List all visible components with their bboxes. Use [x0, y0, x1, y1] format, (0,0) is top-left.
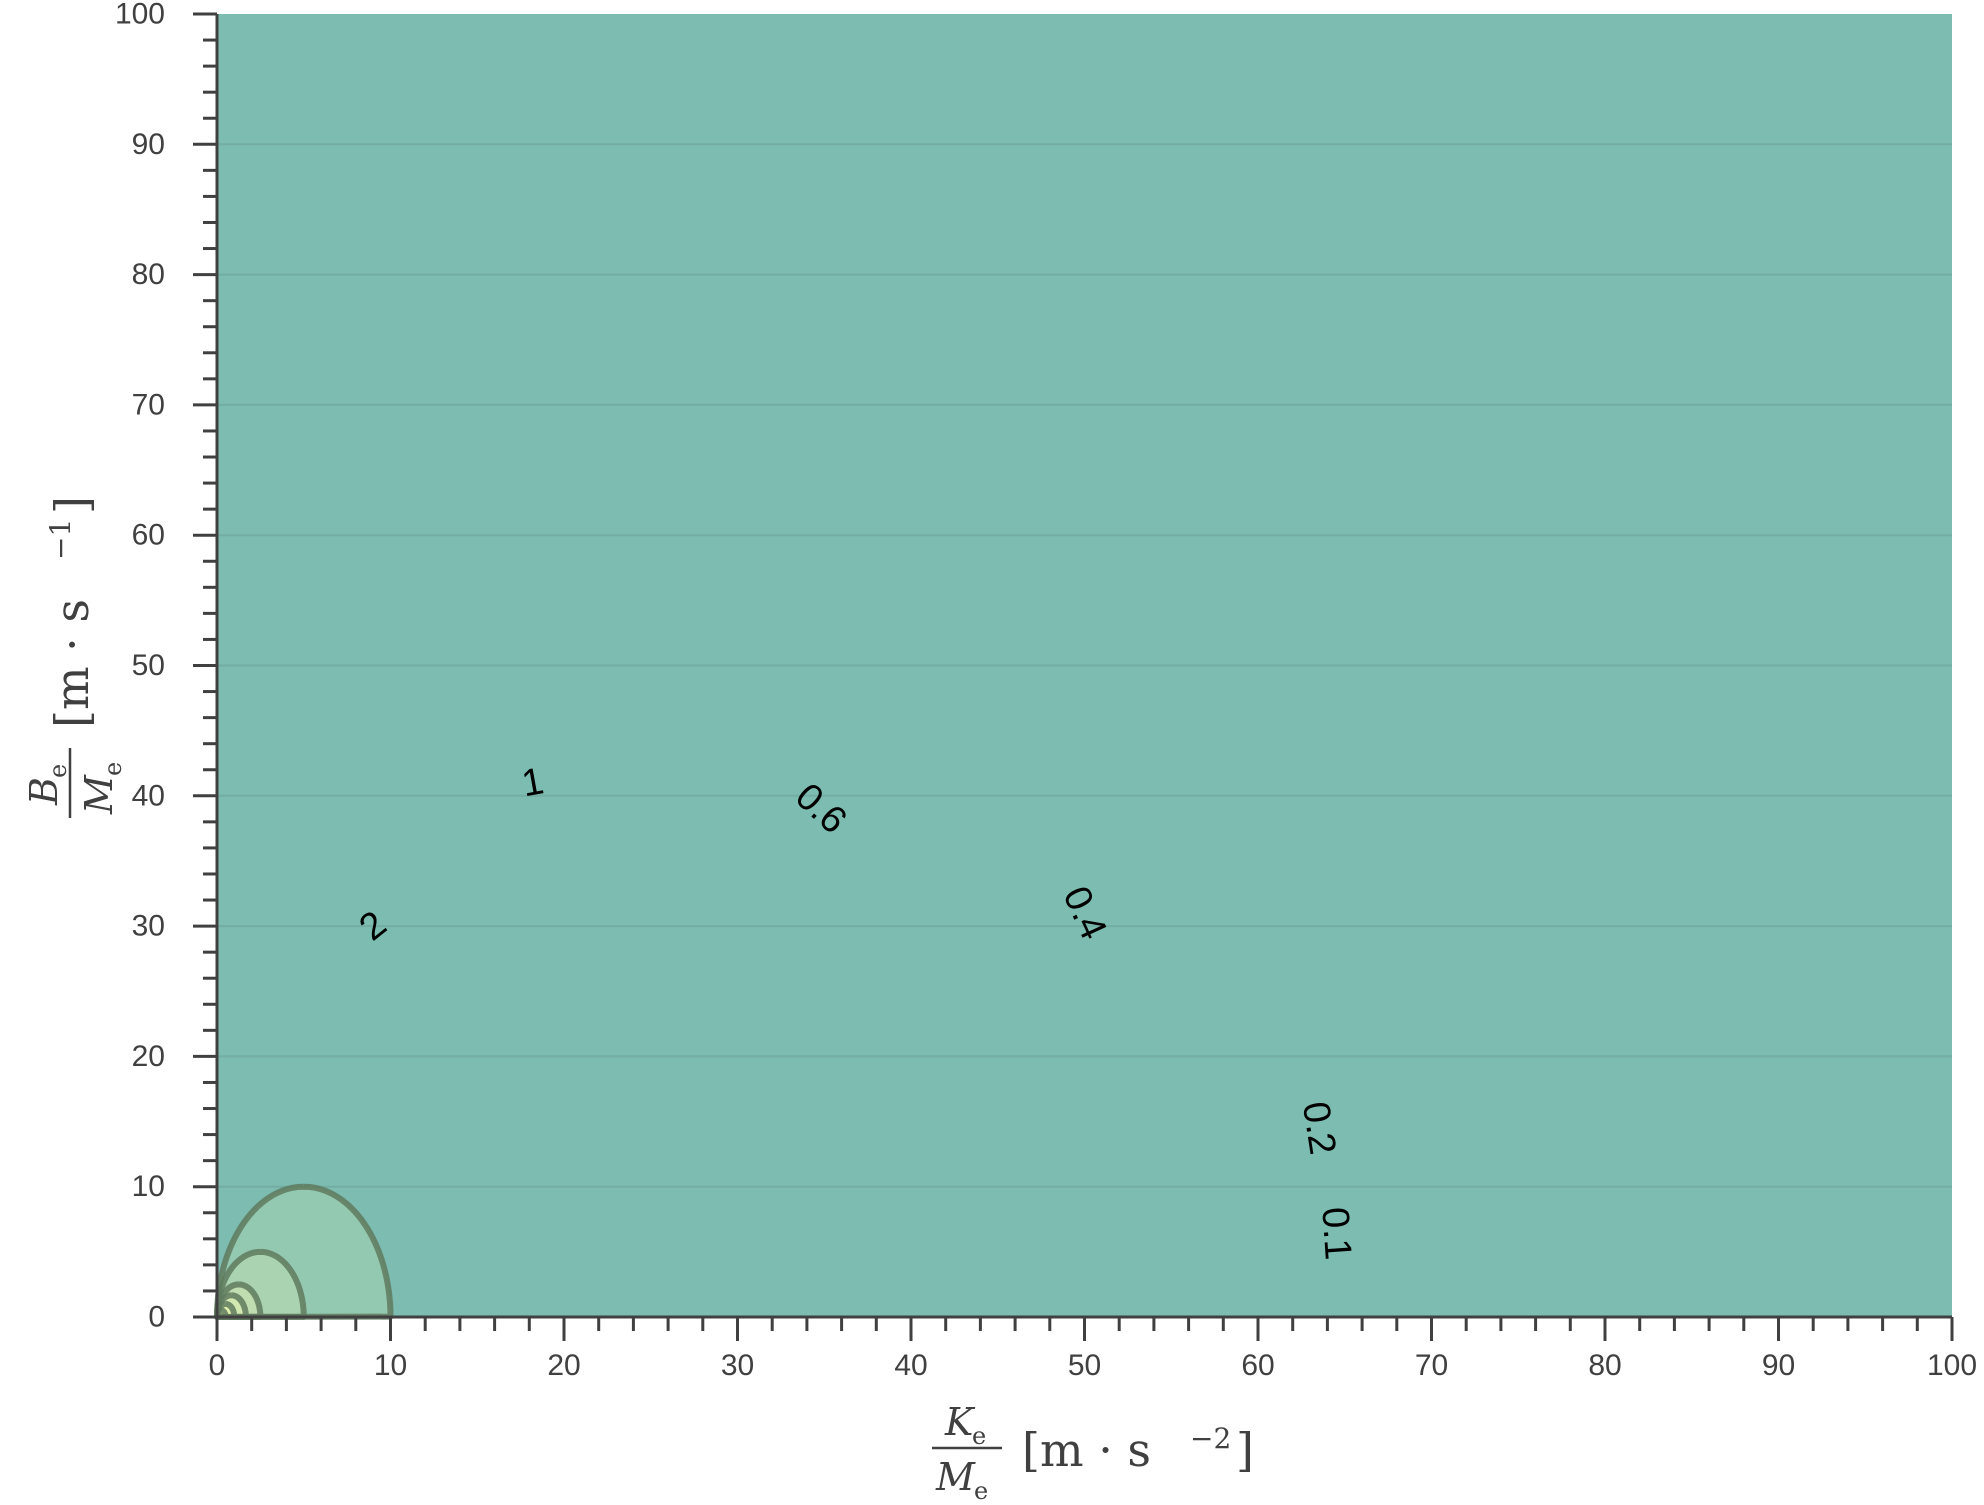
y-tick-label: 10 — [132, 1170, 165, 1203]
y-tick-label: 0 — [148, 1301, 165, 1334]
x-tick-label: 70 — [1415, 1349, 1448, 1382]
y-axis-label: B e M e [m · s −1 ] — [22, 496, 127, 818]
gridlines — [217, 143, 1952, 1188]
x-tick-label: 20 — [547, 1349, 580, 1382]
x-tick-label: 80 — [1588, 1349, 1621, 1382]
y-tick-label: 60 — [132, 519, 165, 552]
svg-text:B: B — [22, 777, 66, 806]
svg-text:K: K — [944, 1400, 976, 1444]
y-tick-label: 100 — [115, 0, 165, 31]
contour-fills — [217, 14, 1952, 1317]
y-tick-label: 30 — [132, 910, 165, 943]
contour-label: 0.1 — [1313, 1206, 1358, 1261]
x-tick-label: 10 — [374, 1349, 407, 1382]
svg-text:[m · s: [m · s — [45, 599, 99, 728]
x-tick-label: 60 — [1241, 1349, 1274, 1382]
svg-text:[m · s: [m · s — [1022, 1423, 1151, 1477]
x-tick-label: 40 — [894, 1349, 927, 1382]
x-tick-label: 30 — [721, 1349, 754, 1382]
axes — [193, 12, 1954, 1341]
y-tick-label: 50 — [132, 649, 165, 682]
x-axis-label: K e M e [m · s −2 ] — [932, 1400, 1254, 1505]
svg-text:M: M — [77, 774, 121, 815]
y-tick-label: 40 — [132, 779, 165, 812]
y-tick-label: 70 — [132, 388, 165, 421]
tick-labels: 0 10 20 30 40 50 60 70 80 90 100 0 10 20 30 40 50 60 70 80 9… — [115, 0, 1977, 1382]
svg-text:−1: −1 — [44, 519, 77, 560]
y-tick-label: 80 — [132, 258, 165, 291]
x-tick-label: 50 — [1068, 1349, 1101, 1382]
x-tick-label: 100 — [1927, 1349, 1977, 1382]
svg-text:e: e — [44, 764, 72, 778]
svg-text:−2: −2 — [1190, 1422, 1231, 1455]
contour-label: 0.2 — [1294, 1099, 1344, 1158]
y-tick-label: 90 — [132, 128, 165, 161]
x-tick-label: 90 — [1762, 1349, 1795, 1382]
y-tick-label: 20 — [132, 1040, 165, 1073]
svg-text:e: e — [972, 1422, 986, 1450]
svg-text:e: e — [974, 1477, 988, 1505]
svg-text:M: M — [935, 1455, 976, 1499]
x-tick-label: 0 — [209, 1349, 226, 1382]
svg-text:e: e — [99, 762, 127, 776]
fill-region — [217, 14, 1952, 1317]
svg-text:]: ] — [1236, 1423, 1254, 1477]
svg-text:]: ] — [45, 496, 99, 514]
